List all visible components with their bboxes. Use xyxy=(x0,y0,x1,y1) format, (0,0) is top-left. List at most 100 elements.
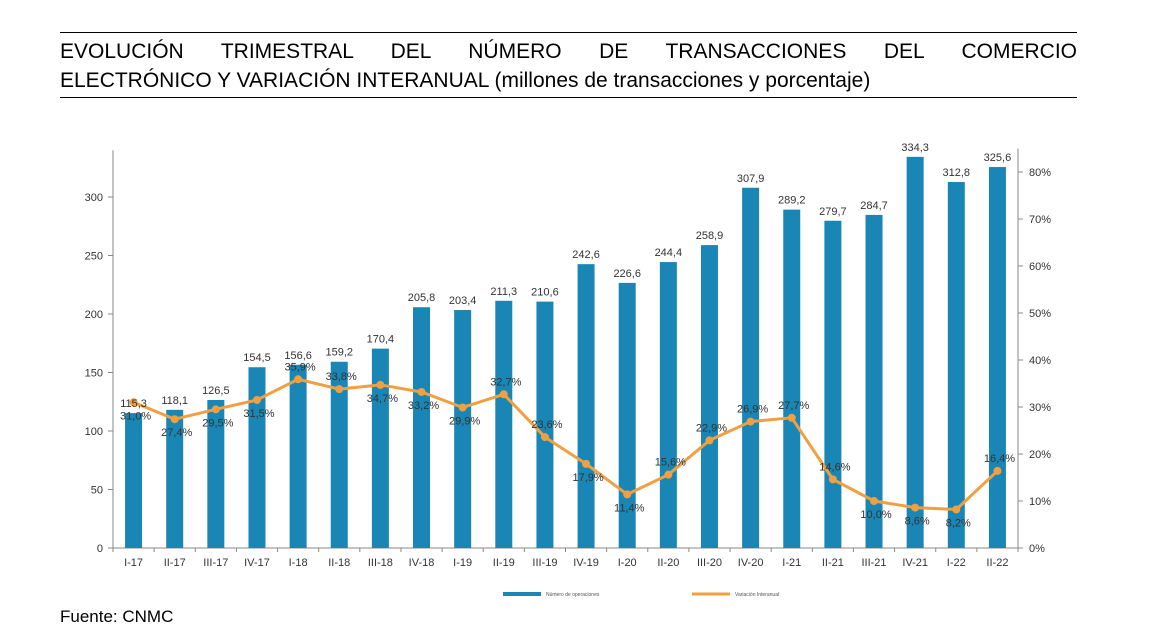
combo-chart: 0 50 100 150 200 250 300 0% 10% 20% 30% 40% 50% 60% 70… xyxy=(85,142,1052,598)
line-value-label: 34,7% xyxy=(367,393,398,405)
line-point xyxy=(623,490,632,499)
bar-value-label: 226,6 xyxy=(613,268,641,280)
bar xyxy=(495,300,513,548)
left-y-tick-label: 200 xyxy=(85,309,103,321)
line-point xyxy=(952,505,961,514)
line-value-label: 32,7% xyxy=(490,376,521,388)
line-point xyxy=(664,470,673,479)
line-value-label: 33,2% xyxy=(408,400,439,412)
bar xyxy=(906,156,924,548)
left-y-tick-label: 150 xyxy=(85,368,103,380)
x-tick-label: IV-18 xyxy=(409,557,435,569)
x-tick-label: IV-20 xyxy=(738,557,764,569)
line-value-label: 31,5% xyxy=(243,408,274,420)
line-value-label: 8,2% xyxy=(946,517,971,529)
bar-value-label: 211,3 xyxy=(490,286,517,298)
line-point xyxy=(828,475,837,484)
line-point xyxy=(746,417,755,426)
x-tick-label: IV-17 xyxy=(244,557,270,569)
right-y-tick-label: 50% xyxy=(1029,308,1051,320)
line-point xyxy=(458,403,467,412)
chart-title-line-1: EVOLUCIÓN TRIMESTRAL DEL NÚMERO DE TRANS… xyxy=(60,40,1077,63)
bar xyxy=(659,262,677,548)
left-y-tick-label: 300 xyxy=(85,192,103,204)
bar-value-label: 170,4 xyxy=(367,334,395,346)
line-point xyxy=(376,380,385,389)
right-y-tick-label: 30% xyxy=(1029,402,1051,414)
line-value-label: 14,6% xyxy=(819,461,850,473)
line-point xyxy=(294,375,303,384)
bar-value-label: 284,7 xyxy=(860,200,888,212)
x-tick-label: I-22 xyxy=(947,557,966,569)
x-tick-label: I-20 xyxy=(618,557,637,569)
line-value-label: 23,6% xyxy=(531,419,562,431)
bar xyxy=(371,348,389,548)
bar-value-label: 126,5 xyxy=(202,385,230,397)
legend-line-label: Variación Interanual xyxy=(735,592,779,598)
x-tick-label: III-21 xyxy=(861,557,886,569)
x-tick-label: IV-19 xyxy=(573,557,599,569)
line-series xyxy=(129,375,1002,514)
bar xyxy=(824,220,842,548)
bar-value-label: 258,9 xyxy=(696,230,724,242)
line-point xyxy=(540,433,549,442)
line-point xyxy=(252,395,261,404)
bar-value-label: 156,6 xyxy=(284,350,312,362)
bar-value-label: 312,8 xyxy=(943,167,971,179)
bar xyxy=(742,187,760,548)
line-value-label: 16,4% xyxy=(984,453,1015,465)
line-value-label: 11,4% xyxy=(614,502,645,514)
bar-value-label: 203,4 xyxy=(449,295,477,307)
line-value-label: 31,0% xyxy=(120,410,151,422)
right-y-tick-label: 80% xyxy=(1029,167,1051,179)
line-value-label: 17,9% xyxy=(572,472,603,484)
left-y-tick-label: 50 xyxy=(91,485,103,497)
line-point xyxy=(870,497,879,505)
bar-value-label: 115,3 xyxy=(120,398,147,410)
chart-title-line-2: ELECTRÓNICO Y VARIACIÓN INTERANUAL (mill… xyxy=(60,69,871,92)
right-y-tick-label: 20% xyxy=(1029,449,1051,461)
right-y-tick-label: 60% xyxy=(1029,261,1051,273)
bar-value-label: 205,8 xyxy=(408,292,436,304)
line-value-label: 27,7% xyxy=(778,400,809,412)
line-point xyxy=(787,413,796,422)
left-y-tick-label: 250 xyxy=(85,251,103,263)
bar xyxy=(783,209,801,549)
bar-series xyxy=(125,156,1006,549)
chart-legend: Número de operaciones Variación Interanua… xyxy=(503,592,779,598)
bar-value-label: 154,5 xyxy=(243,352,271,364)
left-y-tick-label: 0 xyxy=(97,543,103,555)
right-y-tick-label: 0% xyxy=(1029,543,1045,555)
x-tick-label: I-18 xyxy=(289,557,308,569)
bar-value-label: 244,4 xyxy=(655,247,683,259)
bar xyxy=(988,167,1006,548)
source-note: Fuente: CNMC xyxy=(60,607,174,626)
bar xyxy=(248,367,266,548)
right-y-tick-label: 40% xyxy=(1029,355,1051,367)
bar xyxy=(577,264,595,548)
x-tick-label: III-17 xyxy=(203,557,228,569)
x-tick-label: II-20 xyxy=(657,557,679,569)
bar xyxy=(865,214,883,548)
variation-line xyxy=(132,377,999,511)
line-value-label: 29,9% xyxy=(449,415,480,427)
legend-bar-swatch xyxy=(503,592,541,596)
data-labels: 115,3 118,1 126,5 154,5 156,6 159,2 170,4 205,8… xyxy=(120,142,1015,530)
bar xyxy=(289,364,307,548)
line-value-label: 10,0% xyxy=(860,509,891,521)
bar-value-label: 289,2 xyxy=(778,195,806,207)
x-tick-label: I-17 xyxy=(124,557,143,569)
bar-value-label: 210,6 xyxy=(531,287,559,299)
left-y-tick-label: 100 xyxy=(85,426,103,438)
line-value-label: 22,9% xyxy=(696,422,727,434)
bar-value-label: 325,6 xyxy=(984,152,1012,164)
chart-title: EVOLUCIÓN TRIMESTRAL DEL NÚMERO DE TRANS… xyxy=(60,32,1077,98)
line-point xyxy=(417,387,426,396)
line-point xyxy=(582,459,591,468)
chart-axes: 0 50 100 150 200 250 300 0% 10% 20% 30% 40% 50% 60% 70… xyxy=(85,148,1051,569)
x-tick-label: II-22 xyxy=(986,557,1008,569)
bar xyxy=(125,413,143,548)
x-tick-label: III-18 xyxy=(368,557,393,569)
line-value-label: 33,8% xyxy=(326,371,357,383)
x-tick-label: II-19 xyxy=(493,557,515,569)
